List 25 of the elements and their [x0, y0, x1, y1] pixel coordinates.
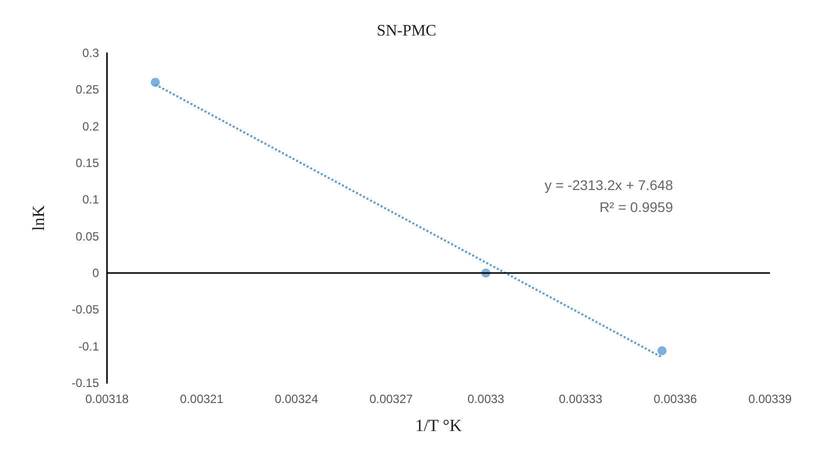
- y-tick-label: 0.2: [82, 119, 100, 134]
- x-tick-label: 0.0033: [468, 392, 505, 406]
- x-tick-label: 0.00339: [748, 392, 792, 406]
- annotation: R² = 0.9959: [599, 199, 674, 215]
- y-tick-label: 0.25: [76, 82, 100, 97]
- y-tick-label: 0.15: [76, 156, 100, 170]
- y-tick-label: 0.1: [82, 192, 100, 207]
- x-tick-label: 0.00324: [274, 392, 318, 406]
- y-tick-label: 0.3: [82, 46, 100, 60]
- x-tick-label: 0.00333: [558, 392, 603, 406]
- x-tick-label: 0.00336: [654, 392, 698, 406]
- chart-title: SN-PMC: [376, 22, 436, 40]
- y-tick-label: -0.15: [72, 376, 100, 390]
- y-axis-title: lnK: [29, 204, 48, 231]
- point: [658, 346, 667, 356]
- x-tick-label: 0.00327: [369, 392, 414, 406]
- y-tick-label: 0: [92, 266, 100, 280]
- y-tick-label: 0.05: [76, 229, 100, 244]
- y-tick-label: -0.1: [78, 339, 100, 354]
- x-tick-label: 0.00318: [85, 392, 130, 406]
- x-tick-label: 0.00321: [180, 392, 224, 406]
- y-tick-label: -0.05: [72, 302, 100, 317]
- point: [150, 78, 160, 87]
- x-axis-title: 1/T °K: [415, 416, 463, 435]
- annotation: y = -2313.2x + 7.648: [544, 177, 674, 193]
